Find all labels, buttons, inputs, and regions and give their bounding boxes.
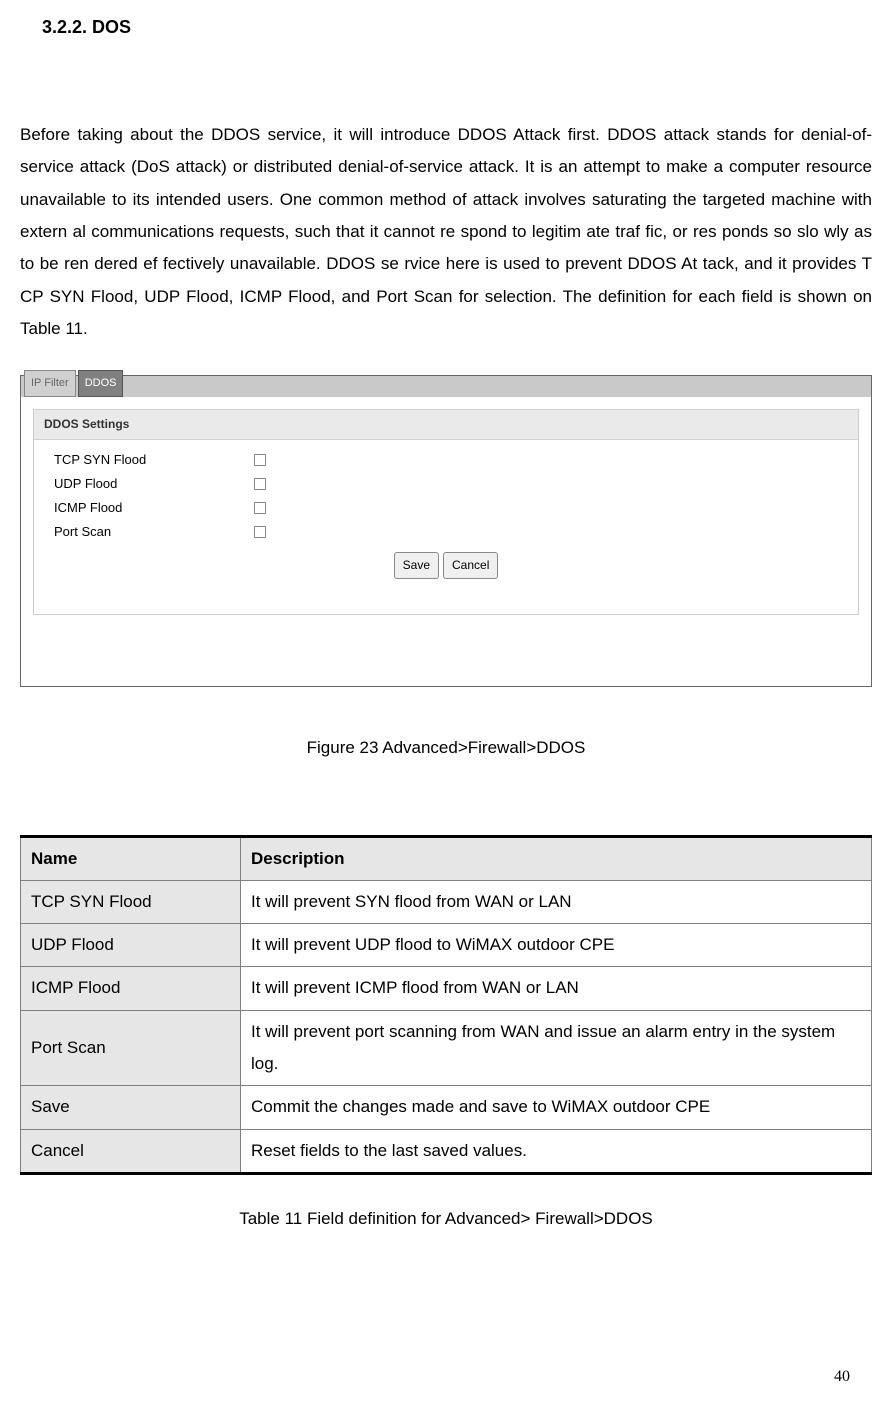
- table-cell-name: Port Scan: [21, 1010, 241, 1086]
- button-row: Save Cancel: [34, 552, 858, 579]
- table-row: Port Scan It will prevent port scanning …: [21, 1010, 872, 1086]
- table-cell-description: It will prevent UDP flood to WiMAX outdo…: [241, 924, 872, 967]
- tab-ip-filter[interactable]: IP Filter: [24, 370, 76, 397]
- figure-caption: Figure 23 Advanced>Firewall>DDOS: [20, 732, 872, 764]
- section-heading: 3.2.2. DOS: [42, 10, 872, 44]
- setting-row: TCP SYN Flood: [54, 448, 838, 472]
- setting-label: TCP SYN Flood: [54, 448, 254, 473]
- table-header-name: Name: [21, 836, 241, 880]
- body-paragraph: Before taking about the DDOS service, it…: [20, 119, 872, 345]
- checkbox-tcp-syn-flood[interactable]: [254, 454, 266, 466]
- setting-label: Port Scan: [54, 520, 254, 545]
- definition-table: Name Description TCP SYN Flood It will p…: [20, 835, 872, 1175]
- settings-panel: DDOS Settings TCP SYN Flood UDP Flood IC…: [33, 409, 859, 615]
- table-row: Cancel Reset fields to the last saved va…: [21, 1129, 872, 1173]
- table-cell-description: It will prevent SYN flood from WAN or LA…: [241, 880, 872, 923]
- table-cell-description: It will prevent port scanning from WAN a…: [241, 1010, 872, 1086]
- table-cell-name: Save: [21, 1086, 241, 1129]
- table-cell-description: It will prevent ICMP flood from WAN or L…: [241, 967, 872, 1010]
- setting-label: UDP Flood: [54, 472, 254, 497]
- table-cell-description: Commit the changes made and save to WiMA…: [241, 1086, 872, 1129]
- checkbox-icmp-flood[interactable]: [254, 502, 266, 514]
- table-header-row: Name Description: [21, 836, 872, 880]
- checkbox-port-scan[interactable]: [254, 526, 266, 538]
- table-cell-name: Cancel: [21, 1129, 241, 1173]
- table-row: ICMP Flood It will prevent ICMP flood fr…: [21, 967, 872, 1010]
- setting-row: Port Scan: [54, 520, 838, 544]
- table-caption: Table 11 Field definition for Advanced> …: [20, 1203, 872, 1235]
- table-header-description: Description: [241, 836, 872, 880]
- table-cell-name: TCP SYN Flood: [21, 880, 241, 923]
- cancel-button[interactable]: Cancel: [443, 552, 498, 579]
- table-cell-name: ICMP Flood: [21, 967, 241, 1010]
- settings-group: TCP SYN Flood UDP Flood ICMP Flood Port …: [34, 440, 858, 552]
- tab-bar: IP Filter DDOS: [21, 376, 871, 397]
- save-button[interactable]: Save: [394, 552, 439, 579]
- table-row: Save Commit the changes made and save to…: [21, 1086, 872, 1129]
- setting-label: ICMP Flood: [54, 496, 254, 521]
- panel-header: DDOS Settings: [34, 410, 858, 440]
- page-number: 40: [834, 1362, 850, 1392]
- setting-row: ICMP Flood: [54, 496, 838, 520]
- tab-ddos[interactable]: DDOS: [78, 370, 124, 397]
- table-cell-description: Reset fields to the last saved values.: [241, 1129, 872, 1173]
- table-row: UDP Flood It will prevent UDP flood to W…: [21, 924, 872, 967]
- setting-row: UDP Flood: [54, 472, 838, 496]
- table-row: TCP SYN Flood It will prevent SYN flood …: [21, 880, 872, 923]
- ddos-screenshot: IP Filter DDOS DDOS Settings TCP SYN Flo…: [20, 375, 872, 687]
- table-cell-name: UDP Flood: [21, 924, 241, 967]
- checkbox-udp-flood[interactable]: [254, 478, 266, 490]
